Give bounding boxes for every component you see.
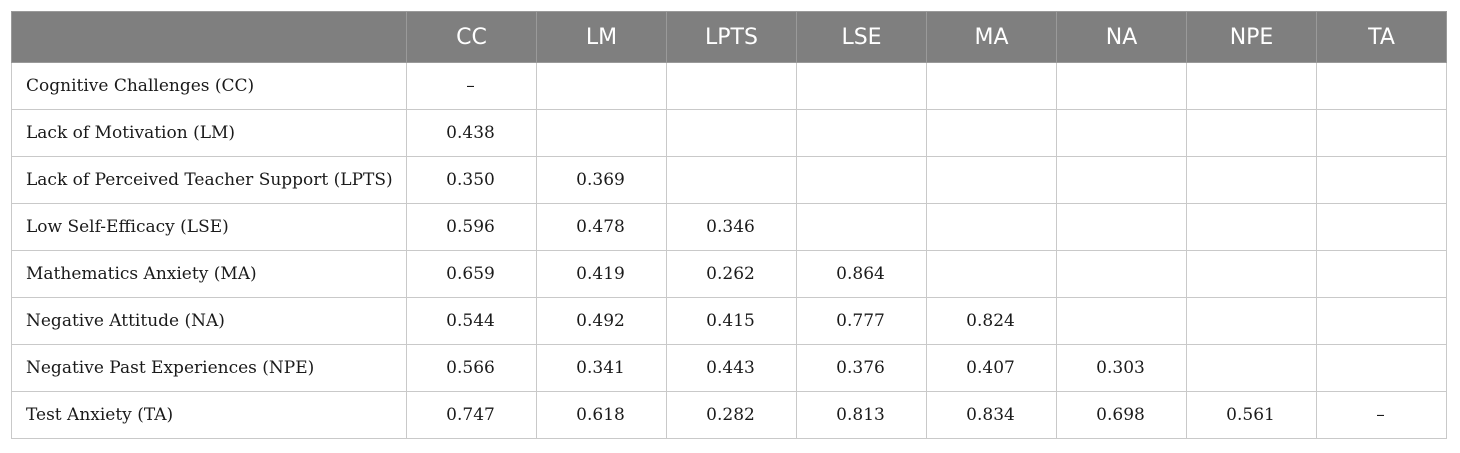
- table-cell: 0.561: [1186, 391, 1317, 439]
- table-cell: 0.824: [926, 297, 1057, 345]
- table-cell: [666, 156, 797, 204]
- table-row: Mathematics Anxiety (MA) 0.659 0.419 0.2…: [11, 250, 1447, 298]
- table-cell: [666, 109, 797, 157]
- table-row: Lack of Motivation (LM) 0.438: [11, 109, 1447, 157]
- table-cell: [926, 250, 1057, 298]
- table-row: Test Anxiety (TA) 0.747 0.618 0.282 0.81…: [11, 391, 1447, 439]
- column-header-lse: LSE: [796, 11, 927, 63]
- table-cell: [926, 62, 1057, 110]
- table-cell: [1056, 203, 1187, 251]
- table-cell: [926, 156, 1057, 204]
- table-cell: 0.596: [406, 203, 537, 251]
- table-cell: 0.492: [536, 297, 667, 345]
- table-cell: [926, 109, 1057, 157]
- row-label: Low Self-Efficacy (LSE): [11, 203, 407, 251]
- row-label: Negative Attitude (NA): [11, 297, 407, 345]
- table-cell: 0.282: [666, 391, 797, 439]
- column-header-lpts: LPTS: [666, 11, 797, 63]
- table-cell: [1056, 62, 1187, 110]
- table-cell: 0.618: [536, 391, 667, 439]
- table-cell: 0.415: [666, 297, 797, 345]
- row-label: Negative Past Experiences (NPE): [11, 344, 407, 392]
- table-cell: [536, 109, 667, 157]
- table-cell: 0.346: [666, 203, 797, 251]
- table-cell: 0.443: [666, 344, 797, 392]
- table-cell: 0.369: [536, 156, 667, 204]
- table-row: Lack of Perceived Teacher Support (LPTS)…: [11, 156, 1447, 204]
- table-cell: 0.407: [926, 344, 1057, 392]
- table-cell: [1186, 109, 1317, 157]
- table-cell: –: [1316, 391, 1447, 439]
- table-cell: 0.698: [1056, 391, 1187, 439]
- table-cell: 0.566: [406, 344, 537, 392]
- table-cell: [536, 62, 667, 110]
- column-header-ma: MA: [926, 11, 1057, 63]
- table-cell: [796, 109, 927, 157]
- table-cell: 0.777: [796, 297, 927, 345]
- table-cell: [796, 203, 927, 251]
- table-cell: 0.376: [796, 344, 927, 392]
- correlation-table-container: CC LM LPTS LSE MA NA NPE TA Cognitive Ch…: [11, 11, 1447, 439]
- table-cell: [1316, 109, 1447, 157]
- table-cell: [1186, 156, 1317, 204]
- table-cell: [796, 156, 927, 204]
- table-cell: [1056, 156, 1187, 204]
- column-header-lm: LM: [536, 11, 667, 63]
- table-cell: [1316, 62, 1447, 110]
- table-cell: 0.478: [536, 203, 667, 251]
- table-cell: 0.262: [666, 250, 797, 298]
- table-cell: [1316, 297, 1447, 345]
- header-row: CC LM LPTS LSE MA NA NPE TA: [11, 11, 1447, 63]
- table-cell: –: [406, 62, 537, 110]
- table-cell: 0.659: [406, 250, 537, 298]
- table-cell: 0.303: [1056, 344, 1187, 392]
- table-cell: [1316, 344, 1447, 392]
- table-cell: 0.747: [406, 391, 537, 439]
- table-cell: [1316, 203, 1447, 251]
- row-label: Mathematics Anxiety (MA): [11, 250, 407, 298]
- header-corner: [11, 11, 407, 63]
- table-row: Cognitive Challenges (CC) –: [11, 62, 1447, 110]
- table-row: Negative Attitude (NA) 0.544 0.492 0.415…: [11, 297, 1447, 345]
- table-row: Negative Past Experiences (NPE) 0.566 0.…: [11, 344, 1447, 392]
- table-cell: [1186, 203, 1317, 251]
- correlation-table: CC LM LPTS LSE MA NA NPE TA Cognitive Ch…: [11, 11, 1447, 439]
- column-header-ta: TA: [1316, 11, 1447, 63]
- row-label: Test Anxiety (TA): [11, 391, 407, 439]
- table-cell: [1316, 250, 1447, 298]
- table-cell: 0.544: [406, 297, 537, 345]
- table-cell: [796, 62, 927, 110]
- table-cell: 0.834: [926, 391, 1057, 439]
- table-cell: [1056, 109, 1187, 157]
- column-header-na: NA: [1056, 11, 1187, 63]
- table-cell: [1186, 344, 1317, 392]
- table-cell: 0.438: [406, 109, 537, 157]
- table-row: Low Self-Efficacy (LSE) 0.596 0.478 0.34…: [11, 203, 1447, 251]
- table-cell: 0.341: [536, 344, 667, 392]
- table-cell: [1056, 297, 1187, 345]
- table-cell: [666, 62, 797, 110]
- table-cell: 0.813: [796, 391, 927, 439]
- row-label: Lack of Motivation (LM): [11, 109, 407, 157]
- row-label: Cognitive Challenges (CC): [11, 62, 407, 110]
- table-cell: [1186, 62, 1317, 110]
- table-cell: [926, 203, 1057, 251]
- table-cell: 0.864: [796, 250, 927, 298]
- table-cell: 0.350: [406, 156, 537, 204]
- table-cell: [1186, 297, 1317, 345]
- table-cell: [1186, 250, 1317, 298]
- table-cell: [1316, 156, 1447, 204]
- row-label: Lack of Perceived Teacher Support (LPTS): [11, 156, 407, 204]
- column-header-cc: CC: [406, 11, 537, 63]
- table-cell: 0.419: [536, 250, 667, 298]
- column-header-npe: NPE: [1186, 11, 1317, 63]
- table-cell: [1056, 250, 1187, 298]
